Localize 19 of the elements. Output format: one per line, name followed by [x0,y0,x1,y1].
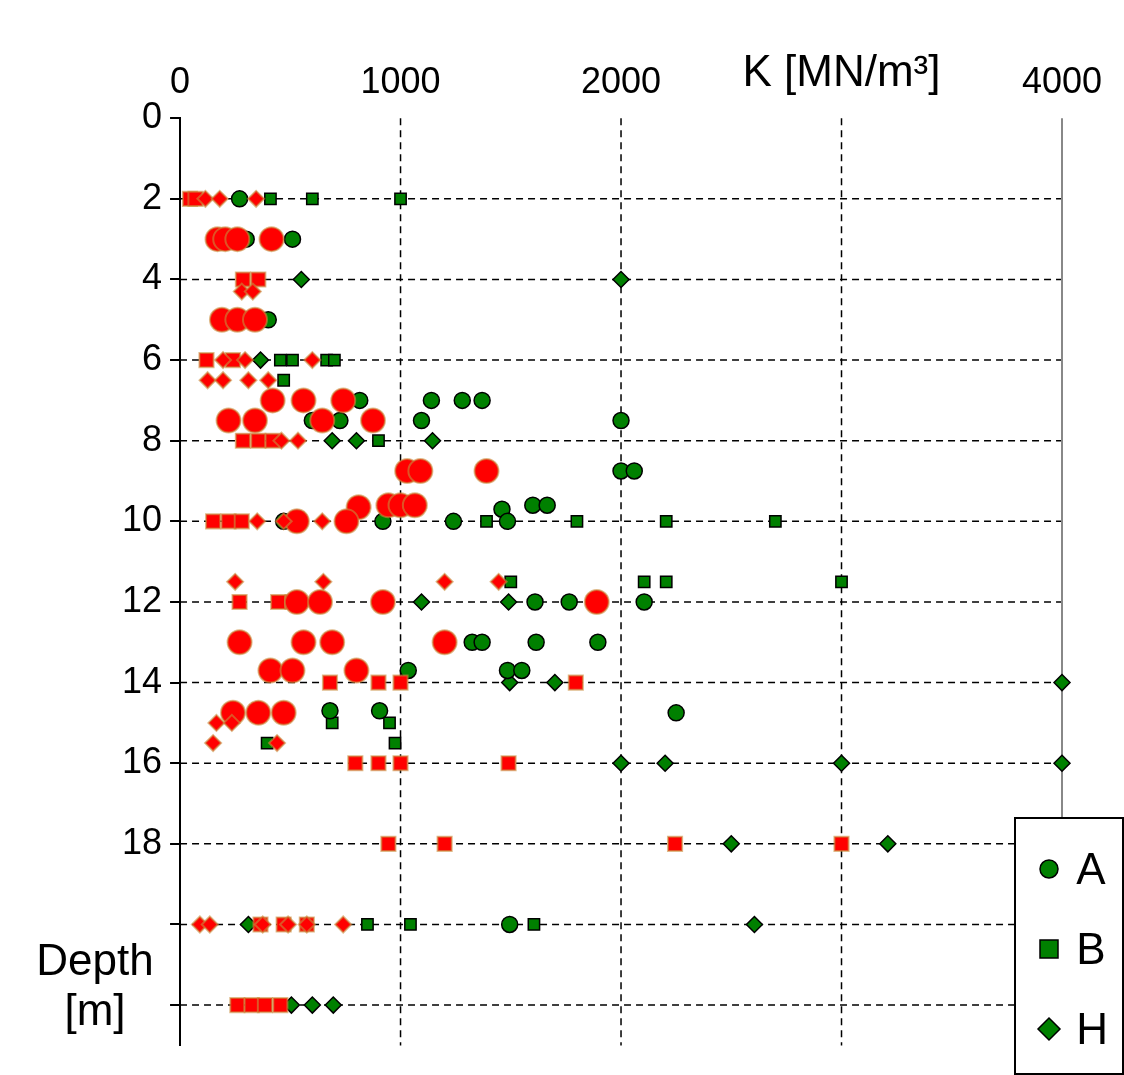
x-tick-label: 4000 [1021,59,1103,101]
y-tick-label: 16 [122,740,163,782]
y-tick-label: 6 [142,337,163,378]
y-tick-label: 2 [142,175,163,217]
y-tick-label: 0 [142,95,163,137]
x-tick-label: 2000 [580,59,662,101]
legend-label: B [1076,924,1106,974]
y-tick-label: 8 [142,417,163,459]
y-tick-label: 10 [122,498,163,540]
x-tick-label: 1000 [360,59,441,101]
y-tick-label: 14 [122,659,163,701]
legend-label: A [1076,844,1106,894]
x-axis-title: K [MN/m³] [742,46,941,97]
y-axis-title: Depth [m] [35,935,155,1036]
y-tick-label: 18 [122,820,163,862]
y-tick-label: 4 [142,256,163,298]
legend-label: H [1076,1004,1108,1054]
y-tick-label: 12 [122,578,163,620]
x-tick-label: 0 [170,59,191,101]
